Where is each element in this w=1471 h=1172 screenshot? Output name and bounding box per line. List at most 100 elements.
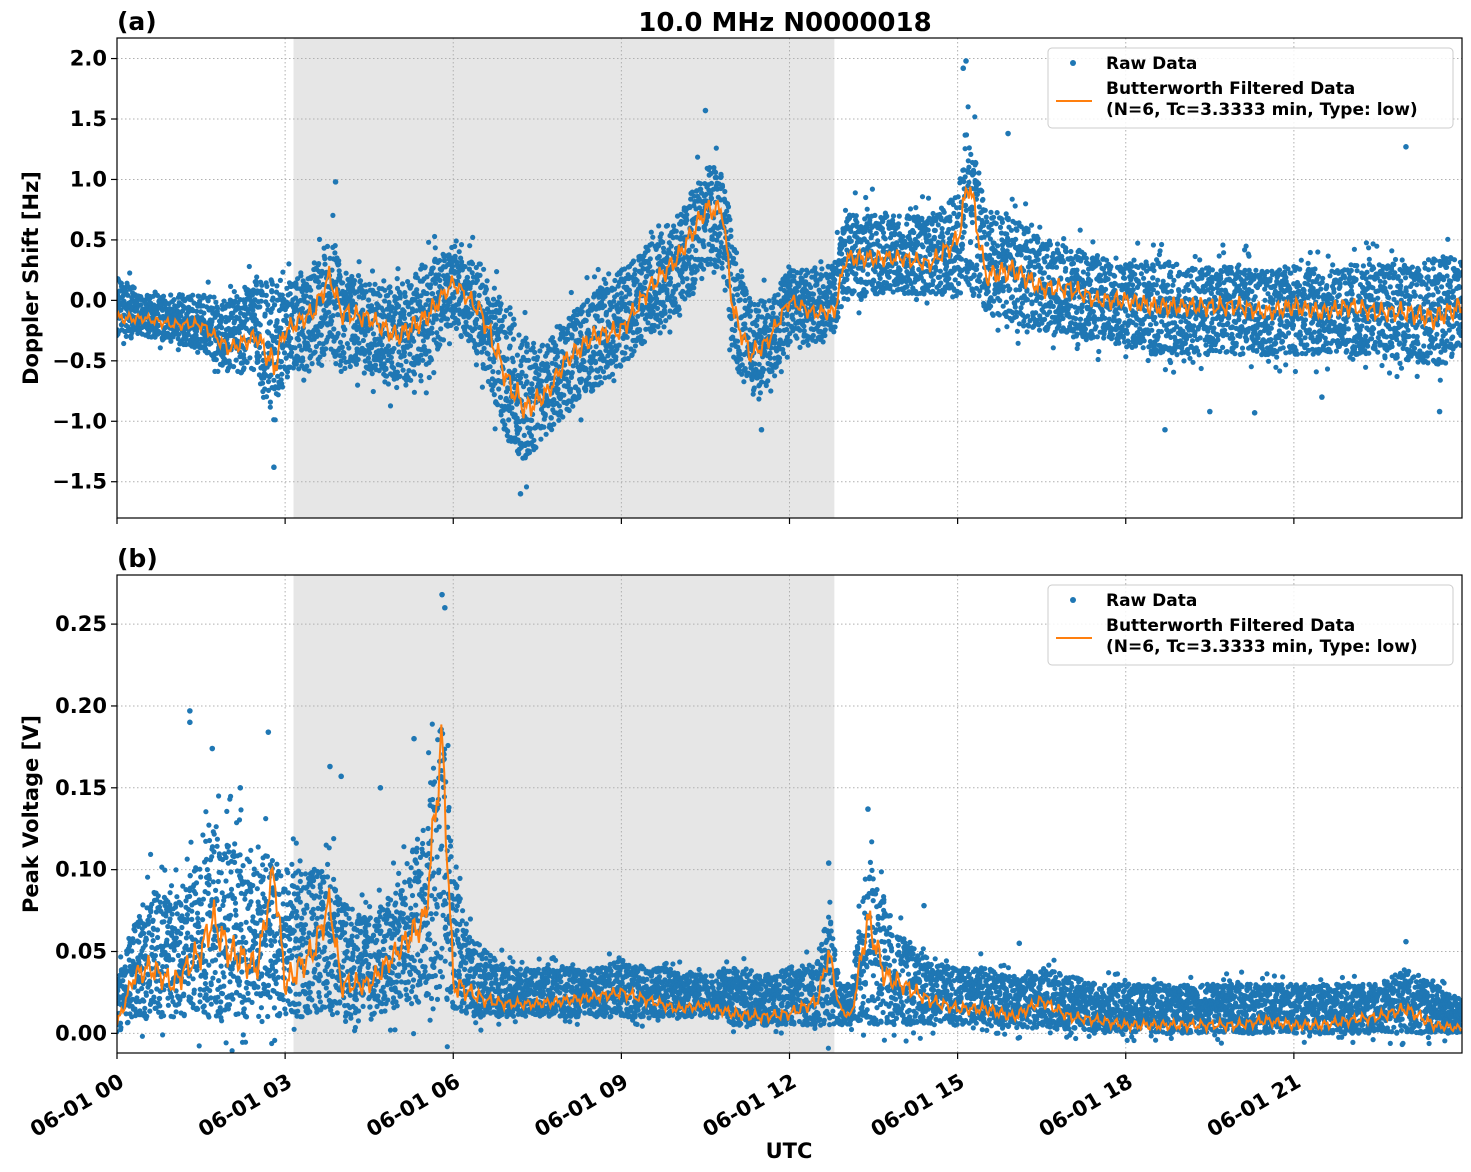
raw-data-point: [496, 294, 502, 300]
raw-data-point: [361, 370, 367, 376]
raw-data-point: [383, 366, 389, 372]
raw-data-point: [265, 387, 272, 393]
raw-data-point: [573, 356, 579, 362]
raw-data-point: [1003, 299, 1010, 305]
figure-title: 10.0 MHz N0000018: [638, 8, 931, 38]
raw-data-point: [205, 298, 211, 304]
raw-data-point: [251, 366, 257, 373]
raw-data-point: [522, 309, 528, 316]
raw-data-point: [990, 312, 996, 318]
raw-data-point: [307, 294, 314, 300]
raw-data-point: [510, 336, 517, 342]
raw-data-point: [994, 210, 1000, 216]
raw-data-point: [686, 247, 692, 253]
raw-data-point: [630, 258, 637, 264]
raw-data-point: [497, 307, 503, 313]
raw-data-point: [743, 291, 749, 297]
raw-data-point: [324, 243, 331, 249]
raw-data-point: [541, 424, 547, 430]
raw-data-point: [531, 437, 537, 443]
raw-data-point: [316, 236, 323, 242]
raw-data-point: [591, 274, 598, 280]
raw-data-point: [279, 384, 286, 390]
raw-data-point: [613, 354, 619, 360]
raw-data-point: [509, 405, 515, 411]
raw-data-point: [250, 287, 256, 293]
raw-data-point: [693, 247, 699, 254]
raw-data-point: [533, 444, 539, 451]
raw-data-point: [356, 259, 362, 265]
raw-data-point: [632, 343, 639, 349]
raw-data-point: [501, 314, 508, 320]
raw-data-point: [331, 326, 337, 332]
raw-data-point: [399, 281, 406, 287]
raw-data-point: [403, 382, 409, 388]
raw-data-point: [907, 206, 914, 212]
raw-data-point: [346, 345, 352, 351]
raw-data-point: [400, 367, 406, 373]
raw-data-point: [292, 345, 298, 351]
raw-data-point: [553, 342, 559, 349]
raw-data-point: [354, 335, 361, 342]
raw-data-point: [437, 342, 443, 348]
raw-data-point: [274, 283, 280, 289]
raw-data-point: [476, 292, 482, 298]
raw-data-point: [884, 213, 890, 219]
raw-data-point: [702, 227, 708, 233]
raw-data-point: [284, 374, 290, 380]
raw-data-point: [532, 349, 538, 355]
raw-data-point: [433, 313, 439, 319]
raw-data-point: [253, 282, 259, 288]
raw-data-point: [984, 219, 990, 225]
raw-data-point: [770, 310, 776, 316]
raw-data-point: [481, 345, 487, 351]
raw-data-point: [303, 293, 309, 299]
raw-data-point: [208, 340, 214, 346]
raw-data-point: [877, 275, 883, 281]
raw-data-point: [284, 369, 291, 375]
raw-data-point: [477, 272, 483, 278]
raw-data-point: [502, 422, 508, 428]
raw-data-point: [713, 169, 719, 175]
raw-data-point: [873, 230, 879, 236]
raw-data-point: [965, 104, 971, 110]
raw-data-point: [382, 298, 388, 304]
raw-data-point: [337, 353, 343, 359]
raw-data-point: [343, 270, 349, 276]
raw-data-point: [689, 243, 696, 249]
raw-data-point: [761, 299, 768, 305]
raw-data-point: [831, 329, 837, 335]
raw-data-point: [913, 296, 920, 303]
raw-data-point: [832, 285, 838, 291]
raw-data-point: [418, 378, 424, 384]
raw-data-point: [977, 272, 983, 278]
raw-data-point: [811, 320, 817, 326]
raw-data-point: [381, 278, 387, 284]
raw-data-point: [426, 348, 432, 354]
raw-data-point: [549, 335, 556, 341]
raw-data-point: [737, 297, 743, 303]
raw-data-point: [493, 322, 499, 328]
raw-data-point: [714, 264, 720, 270]
raw-data-point: [904, 221, 910, 227]
raw-data-point: [293, 295, 299, 301]
raw-data-point: [977, 278, 983, 285]
raw-data-point: [677, 312, 683, 318]
raw-data-point: [719, 182, 726, 188]
raw-data-point: [593, 344, 599, 350]
raw-data-point: [853, 213, 859, 219]
raw-data-point: [305, 343, 311, 349]
raw-data-point: [765, 378, 771, 384]
raw-data-point: [599, 317, 605, 323]
raw-data-point: [279, 371, 285, 377]
raw-data-point: [428, 282, 434, 288]
raw-data-point: [808, 284, 814, 290]
raw-data-point: [142, 321, 149, 327]
raw-data-point: [188, 297, 194, 303]
raw-data-point: [195, 349, 201, 355]
raw-data-point: [449, 263, 456, 269]
raw-data-point: [732, 327, 738, 334]
raw-data-point: [708, 180, 715, 186]
raw-data-point: [456, 274, 462, 280]
